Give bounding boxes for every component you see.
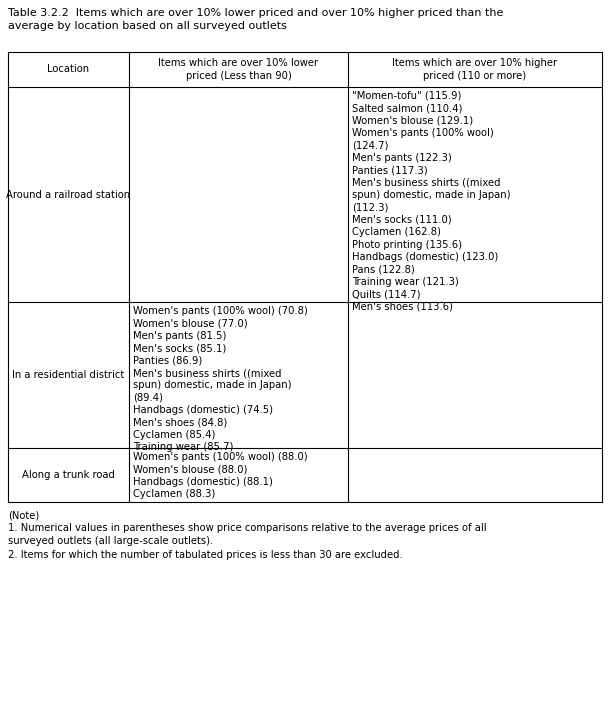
Text: (Note)
1. Numerical values in parentheses show price comparisons relative to the: (Note) 1. Numerical values in parenthese… bbox=[8, 510, 487, 559]
Text: In a residential district: In a residential district bbox=[12, 370, 124, 380]
Text: "Momen-tofu" (115.9)
Salted salmon (110.4)
Women's blouse (129.1)
Women's pants : "Momen-tofu" (115.9) Salted salmon (110.… bbox=[352, 91, 511, 312]
Text: Items which are over 10% lower
priced (Less than 90): Items which are over 10% lower priced (L… bbox=[159, 58, 318, 81]
Text: Table 3.2.2  Items which are over 10% lower priced and over 10% higher priced th: Table 3.2.2 Items which are over 10% low… bbox=[8, 8, 503, 31]
Text: Around a railroad station: Around a railroad station bbox=[7, 190, 131, 200]
Text: Women's pants (100% wool) (70.8)
Women's blouse (77.0)
Men's pants (81.5)
Men's : Women's pants (100% wool) (70.8) Women's… bbox=[133, 306, 308, 452]
Text: Along a trunk road: Along a trunk road bbox=[22, 470, 115, 480]
Text: Items which are over 10% higher
priced (110 or more): Items which are over 10% higher priced (… bbox=[392, 58, 558, 81]
Text: Women's pants (100% wool) (88.0)
Women's blouse (88.0)
Handbags (domestic) (88.1: Women's pants (100% wool) (88.0) Women's… bbox=[133, 452, 307, 499]
Text: Location: Location bbox=[48, 65, 90, 75]
